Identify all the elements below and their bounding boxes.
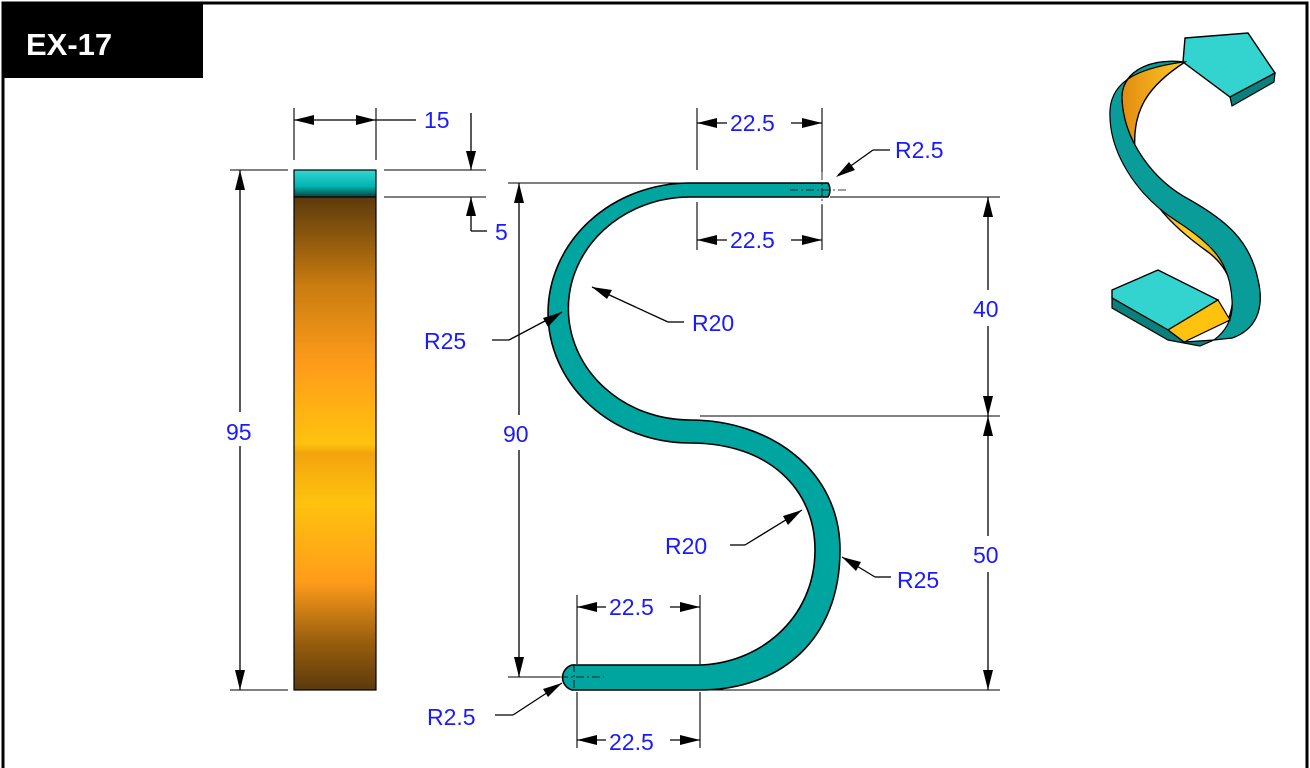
top-tip-radius-text: R2.5 — [895, 137, 944, 163]
side-height-arrow-top — [235, 170, 245, 190]
bottom-lower-text-bg — [606, 726, 670, 754]
upper-outer-radius-arrow — [543, 312, 562, 327]
iso-top-tab-edge — [1229, 71, 1276, 107]
title-block — [3, 3, 203, 78]
top-upper-text-bg — [727, 107, 791, 135]
bottom-lower-arrow-left — [577, 735, 597, 745]
lower-height-text: 50 — [973, 542, 999, 568]
side-view: 15 5 95 — [226, 107, 508, 691]
top-tip-radius-arrow — [836, 162, 855, 177]
s-profile-body — [547, 182, 841, 691]
upper-height-arrow-bottom — [983, 396, 993, 416]
iso-teal-edge-front — [1109, 60, 1261, 341]
lower-inner-radius-text: R20 — [665, 533, 707, 559]
side-view-body — [293, 196, 377, 691]
side-tab-arrow-bottom — [466, 197, 476, 216]
upper-inner-radius-text: R20 — [692, 310, 734, 336]
side-width-dim-text: 15 — [424, 107, 450, 133]
bottom-upper-arrow-right — [680, 602, 700, 612]
lower-outer-radius-text: R25 — [897, 567, 939, 593]
bottom-lower-dim-text: 22.5 — [609, 729, 654, 755]
upper-inner-radius-arrow — [592, 287, 612, 299]
top-lower-dim-text: 22.5 — [730, 227, 775, 253]
upper-height-arrow-top — [983, 197, 993, 217]
side-width-arrow-right — [356, 115, 376, 125]
bottom-tip-radius-text: R2.5 — [427, 704, 476, 730]
bottom-upper-arrow-left — [577, 602, 597, 612]
s-clip-3d-model-icon — [1109, 32, 1277, 347]
bottom-upper-text-bg — [606, 591, 670, 619]
lower-height-arrow-top — [983, 416, 993, 436]
top-lower-arrow-right — [802, 235, 822, 245]
side-height-dim-text: 95 — [226, 419, 252, 445]
top-upper-arrow-right — [802, 118, 822, 128]
overall-height-arrow-bottom — [514, 657, 524, 677]
bottom-lower-arrow-right — [680, 735, 700, 745]
bottom-tip-radius-arrow — [543, 683, 562, 697]
side-tab-arrow-top — [466, 151, 476, 170]
top-lower-text-bg — [727, 224, 791, 252]
overall-height-arrow-top — [514, 183, 524, 203]
side-view-tab-face — [293, 169, 377, 198]
top-upper-dim-text: 22.5 — [730, 110, 775, 136]
bottom-upper-dim-text: 22.5 — [609, 594, 654, 620]
upper-height-text: 40 — [973, 296, 999, 322]
lower-height-arrow-bottom — [983, 670, 993, 690]
side-tab-dim-text: 5 — [495, 219, 508, 245]
lower-inner-radius-arrow — [783, 510, 802, 525]
iso-bottom-tab-edge — [1111, 296, 1215, 347]
side-height-arrow-bottom — [235, 670, 245, 690]
upper-outer-radius-text: R25 — [424, 328, 466, 354]
front-view: 22.5 22.5 R2.5 R20 R25 90 — [424, 107, 1000, 755]
top-upper-arrow-left — [697, 118, 717, 128]
overall-height-text: 90 — [503, 421, 529, 447]
lower-outer-radius-arrow — [842, 557, 861, 571]
side-width-arrow-left — [294, 115, 314, 125]
top-lower-arrow-left — [697, 235, 717, 245]
exercise-title: EX-17 — [26, 27, 112, 62]
